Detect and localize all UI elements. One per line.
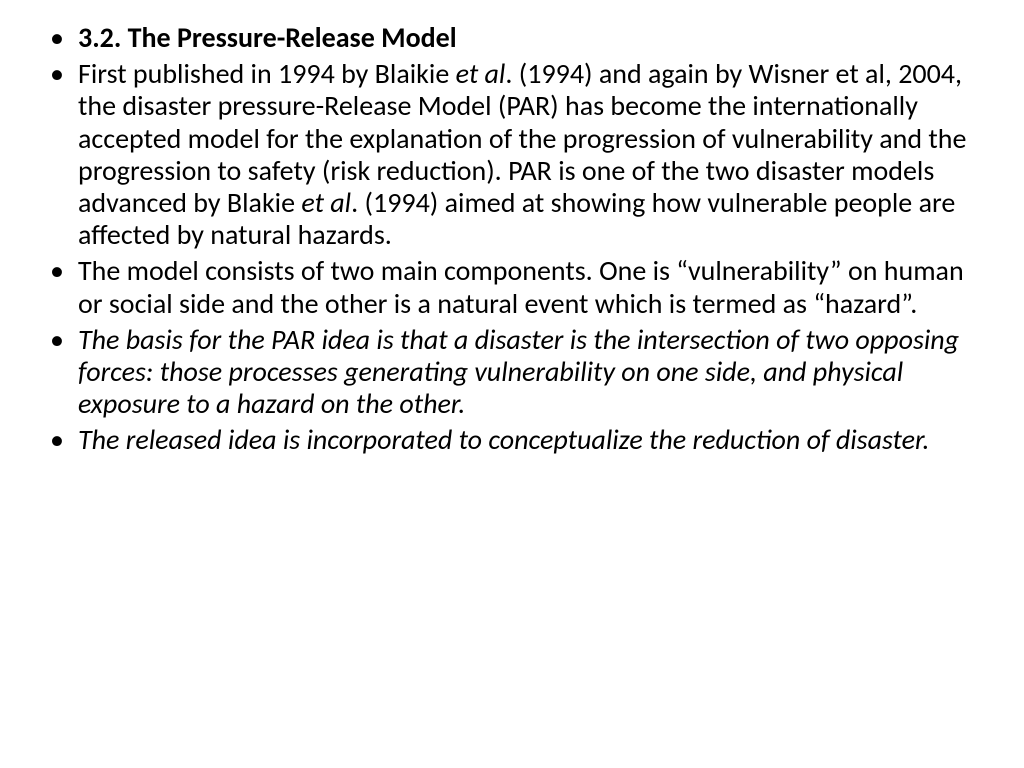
bullet-paragraph-3: The basis for the PAR idea is that a dis…: [42, 324, 982, 421]
heading-text: 3.2. The Pressure-Release Model: [78, 20, 457, 55]
paragraph-1-text: First published in 1994 by Blaikie et al…: [78, 56, 966, 252]
paragraph-2-text: The model consists of two main component…: [78, 253, 964, 320]
paragraph-4-text: The released idea is incorporated to con…: [78, 422, 929, 457]
bullet-paragraph-2: The model consists of two main component…: [42, 255, 982, 319]
bullet-paragraph-1: First published in 1994 by Blaikie et al…: [42, 58, 982, 251]
bullet-paragraph-4: The released idea is incorporated to con…: [42, 424, 982, 456]
bullet-heading: 3.2. The Pressure-Release Model: [42, 22, 982, 54]
paragraph-3-text: The basis for the PAR idea is that a dis…: [78, 322, 959, 421]
bullet-list: 3.2. The Pressure-Release Model First pu…: [42, 22, 982, 456]
slide: 3.2. The Pressure-Release Model First pu…: [0, 0, 1024, 768]
